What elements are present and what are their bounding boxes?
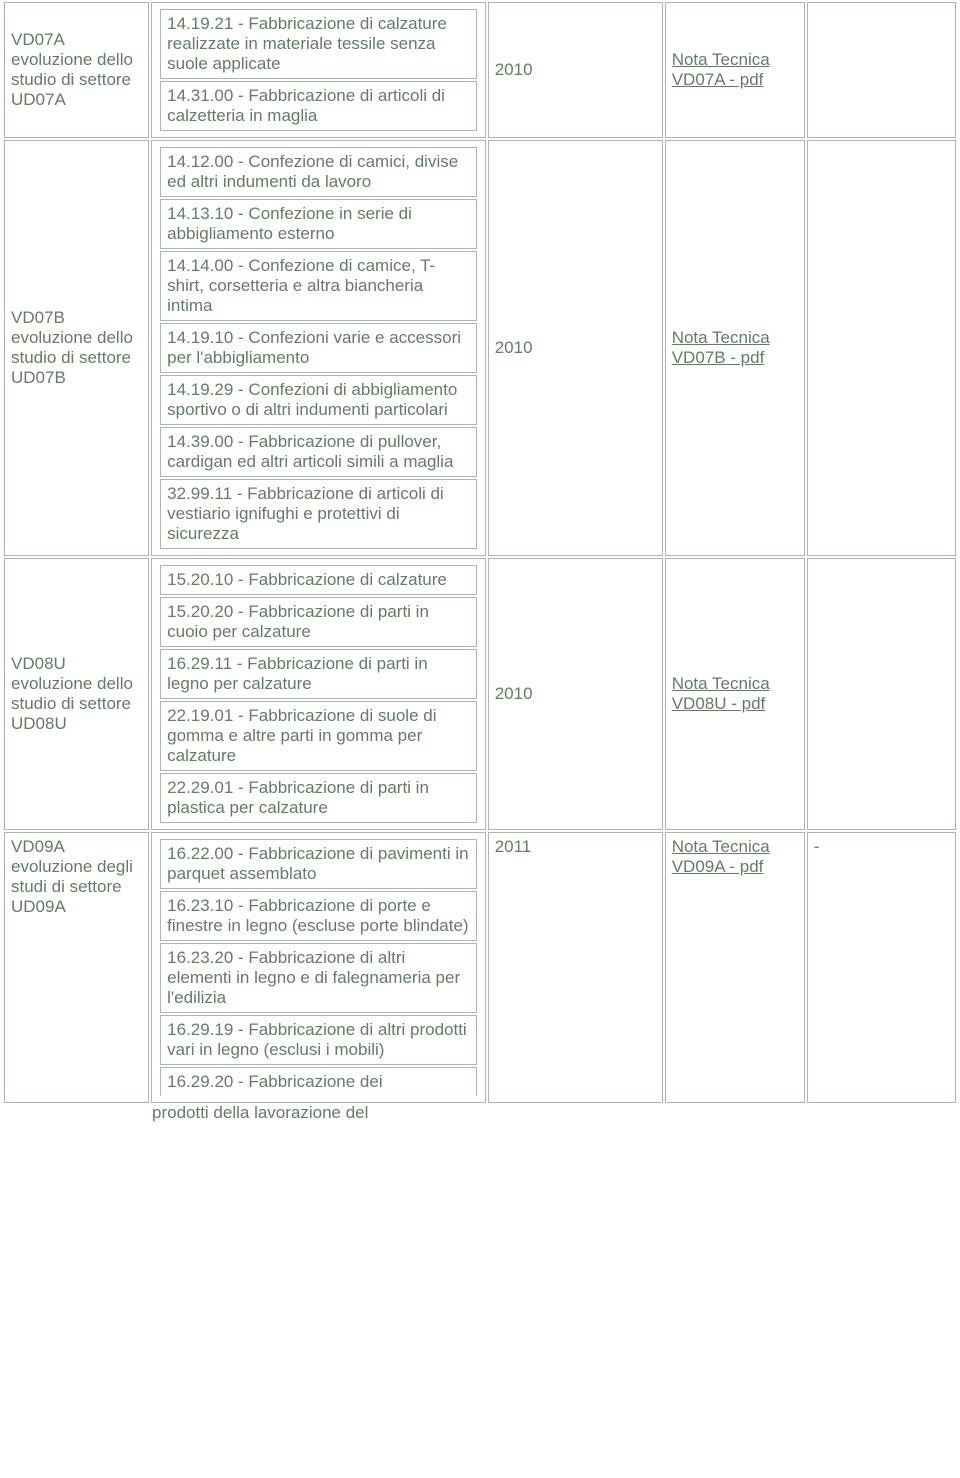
activity-item: 15.20.20 - Fabbricazione di parti in cuo… — [160, 597, 477, 647]
activity-item: 15.20.10 - Fabbricazione di calzature — [160, 565, 477, 595]
year-cell: 2011 — [488, 832, 663, 1103]
nota-tecnica-link[interactable]: Nota Tecnica VD07A - pdf — [672, 50, 770, 89]
activity-item: 16.22.00 - Fabbricazione di pavimenti in… — [160, 839, 477, 889]
activities-inner-table: 15.20.10 - Fabbricazione di calzature 15… — [158, 563, 479, 825]
activity-item: 14.14.00 - Confezione di camice, T-shirt… — [160, 251, 477, 321]
table-row: VD08U evoluzione dello studio di settore… — [4, 558, 956, 830]
extra-cell — [807, 140, 956, 556]
extra-cell: - — [807, 832, 956, 1103]
activity-item: 14.39.00 - Fabbricazione di pullover, ca… — [160, 427, 477, 477]
activity-item: 16.29.20 - Fabbricazione dei — [160, 1067, 477, 1096]
activities-inner-table: 14.19.21 - Fabbricazione di calzature re… — [158, 7, 479, 133]
activities-inner-table: 14.12.00 - Confezione di camici, divise … — [158, 145, 479, 551]
activity-item: 16.23.20 - Fabbricazione di altri elemen… — [160, 943, 477, 1013]
nota-tecnica-link[interactable]: Nota Tecnica VD07B - pdf — [672, 328, 770, 367]
table-row: VD09A evoluzione degli studi di settore … — [4, 832, 956, 1103]
activity-item: 22.29.01 - Fabbricazione di parti in pla… — [160, 773, 477, 823]
overflow-text: prodotti della lavorazione del — [2, 1103, 958, 1123]
link-cell: Nota Tecnica VD07B - pdf — [665, 140, 805, 556]
activity-item: 14.19.10 - Confezioni varie e accessori … — [160, 323, 477, 373]
activity-item: 16.29.19 - Fabbricazione di altri prodot… — [160, 1015, 477, 1065]
activity-item: 22.19.01 - Fabbricazione di suole di gom… — [160, 701, 477, 771]
study-code-cell: VD07B evoluzione dello studio di settore… — [4, 140, 149, 556]
table-row: VD07A evoluzione dello studio di settore… — [4, 2, 956, 138]
activity-item: 14.19.29 - Confezioni di abbigliamento s… — [160, 375, 477, 425]
activity-item: 14.31.00 - Fabbricazione di articoli di … — [160, 81, 477, 131]
activities-cell: 16.22.00 - Fabbricazione di pavimenti in… — [151, 832, 486, 1103]
main-data-table: VD07A evoluzione dello studio di settore… — [2, 0, 958, 1105]
activities-inner-table: 16.22.00 - Fabbricazione di pavimenti in… — [158, 837, 479, 1098]
activity-item: 14.19.21 - Fabbricazione di calzature re… — [160, 9, 477, 79]
study-code-cell: VD08U evoluzione dello studio di settore… — [4, 558, 149, 830]
activities-cell: 14.19.21 - Fabbricazione di calzature re… — [151, 2, 486, 138]
activity-item: 14.13.10 - Confezione in serie di abbigl… — [160, 199, 477, 249]
link-cell: Nota Tecnica VD07A - pdf — [665, 2, 805, 138]
year-cell: 2010 — [488, 2, 663, 138]
link-cell: Nota Tecnica VD08U - pdf — [665, 558, 805, 830]
extra-cell — [807, 2, 956, 138]
nota-tecnica-link[interactable]: Nota Tecnica VD09A - pdf — [672, 837, 770, 876]
link-cell: Nota Tecnica VD09A - pdf — [665, 832, 805, 1103]
year-cell: 2010 — [488, 140, 663, 556]
activities-cell: 14.12.00 - Confezione di camici, divise … — [151, 140, 486, 556]
activity-item: 16.29.11 - Fabbricazione di parti in leg… — [160, 649, 477, 699]
activity-item: 16.23.10 - Fabbricazione di porte e fine… — [160, 891, 477, 941]
study-code-cell: VD09A evoluzione degli studi di settore … — [4, 832, 149, 1103]
activity-item: 32.99.11 - Fabbricazione di articoli di … — [160, 479, 477, 549]
table-row: VD07B evoluzione dello studio di settore… — [4, 140, 956, 556]
activities-cell: 15.20.10 - Fabbricazione di calzature 15… — [151, 558, 486, 830]
study-code-cell: VD07A evoluzione dello studio di settore… — [4, 2, 149, 138]
document-table-container: VD07A evoluzione dello studio di settore… — [0, 0, 960, 1123]
nota-tecnica-link[interactable]: Nota Tecnica VD08U - pdf — [672, 674, 770, 713]
year-cell: 2010 — [488, 558, 663, 830]
extra-cell — [807, 558, 956, 830]
activity-item: 14.12.00 - Confezione di camici, divise … — [160, 147, 477, 197]
